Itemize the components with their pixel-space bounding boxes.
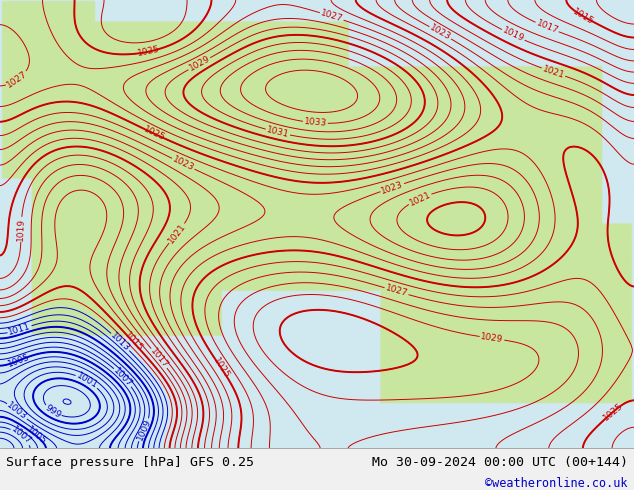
Text: 999: 999 [43,403,63,420]
Text: 1015: 1015 [122,330,144,353]
Text: 1025: 1025 [212,356,231,381]
Text: Mo 30-09-2024 00:00 UTC (00+144): Mo 30-09-2024 00:00 UTC (00+144) [372,456,628,469]
Text: 1027: 1027 [320,9,344,24]
Text: 1023: 1023 [171,155,195,173]
Text: 1025: 1025 [602,401,625,422]
Text: 1023: 1023 [428,23,453,42]
Text: 1027: 1027 [384,284,409,299]
Text: 1021: 1021 [541,64,566,80]
Text: 1029: 1029 [480,332,504,344]
Text: Surface pressure [hPa] GFS 0.25: Surface pressure [hPa] GFS 0.25 [6,456,254,469]
Text: 1029: 1029 [187,54,212,73]
Text: 1005: 1005 [7,352,32,368]
Text: 1003: 1003 [5,401,29,422]
Text: 1001: 1001 [75,371,99,391]
Text: 1007: 1007 [112,366,134,389]
Text: 1025: 1025 [143,125,167,143]
Text: 1011: 1011 [8,322,32,337]
Text: 1019: 1019 [501,26,526,44]
Text: 1015: 1015 [571,6,595,26]
Text: 1031: 1031 [266,125,290,140]
Text: 1013: 1013 [109,331,132,353]
Text: 1021: 1021 [408,190,432,207]
Text: 1023: 1023 [380,180,404,196]
Text: 1009: 1009 [136,417,153,442]
Text: ©weatheronline.co.uk: ©weatheronline.co.uk [485,477,628,490]
Text: 1017: 1017 [148,346,170,370]
Text: 1019: 1019 [16,218,26,241]
Text: 1025: 1025 [136,45,160,58]
Text: 1021: 1021 [166,221,188,245]
Text: 1017: 1017 [534,19,559,36]
Text: 1007: 1007 [10,425,33,447]
Text: 1027: 1027 [5,70,29,90]
Text: 1005: 1005 [24,425,48,447]
Text: 1033: 1033 [304,118,327,128]
